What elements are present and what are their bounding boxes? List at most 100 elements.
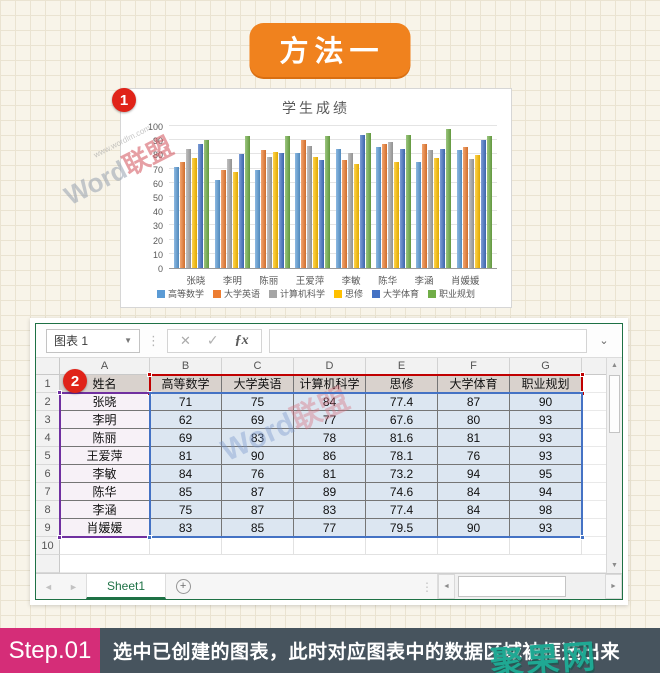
table-cell[interactable]: 76 xyxy=(438,447,510,465)
table-cell[interactable]: 69 xyxy=(222,411,294,429)
table-cell[interactable]: 87 xyxy=(222,483,294,501)
table-cell[interactable]: 81 xyxy=(150,447,222,465)
row-header-7[interactable]: 7 xyxy=(36,483,60,501)
row-header-1[interactable]: 1 xyxy=(36,375,60,393)
vertical-scroll-track[interactable] xyxy=(607,373,622,558)
row-header-2[interactable]: 2 xyxy=(36,393,60,411)
table-cell[interactable]: 75 xyxy=(222,393,294,411)
table-cell[interactable]: 78 xyxy=(294,429,366,447)
table-cell[interactable]: 76 xyxy=(222,465,294,483)
prev-sheet-icon[interactable]: ◄ xyxy=(44,581,53,592)
table-cell[interactable]: 大学体育 xyxy=(438,375,510,393)
table-cell[interactable]: 李明 xyxy=(60,411,150,429)
row-header-5[interactable]: 5 xyxy=(36,447,60,465)
table-cell[interactable]: 84 xyxy=(438,501,510,519)
row-header-3[interactable]: 3 xyxy=(36,411,60,429)
table-cell[interactable]: 74.6 xyxy=(366,483,438,501)
next-sheet-icon[interactable]: ► xyxy=(69,581,78,592)
enter-icon[interactable]: ✓ xyxy=(206,332,219,348)
table-cell[interactable]: 78.1 xyxy=(366,447,438,465)
name-box[interactable]: 图表 1 ▼ xyxy=(46,328,140,353)
table-cell[interactable]: 陈华 xyxy=(60,483,150,501)
table-cell[interactable]: 71 xyxy=(150,393,222,411)
table-cell[interactable]: 62 xyxy=(150,411,222,429)
name-box-dropdown-icon[interactable]: ▼ xyxy=(124,336,132,345)
column-header-a[interactable]: A xyxy=(60,358,150,375)
table-cell[interactable]: 93 xyxy=(510,411,582,429)
column-header-e[interactable]: E xyxy=(366,358,438,375)
table-cell[interactable] xyxy=(294,537,366,555)
table-cell[interactable]: 93 xyxy=(510,429,582,447)
table-cell[interactable]: 75 xyxy=(150,501,222,519)
table-cell[interactable]: 90 xyxy=(438,519,510,537)
table-cell[interactable]: 80 xyxy=(438,411,510,429)
table-cell[interactable]: 张晓 xyxy=(60,393,150,411)
table-cell[interactable] xyxy=(150,537,222,555)
table-cell[interactable]: 王爱萍 xyxy=(60,447,150,465)
table-cell[interactable]: 李敏 xyxy=(60,465,150,483)
scroll-down-icon[interactable]: ▼ xyxy=(611,562,618,569)
table-cell[interactable]: 90 xyxy=(510,393,582,411)
sheet-tab-sheet1[interactable]: Sheet1 xyxy=(86,574,167,599)
table-cell[interactable]: 93 xyxy=(510,447,582,465)
table-cell[interactable]: 95 xyxy=(510,465,582,483)
table-cell[interactable]: 67.6 xyxy=(366,411,438,429)
table-cell[interactable]: 思修 xyxy=(366,375,438,393)
chart-panel[interactable]: 学生成绩 0 10 20 30 40 50 60 70 80 90 100 张晓 李明 陈丽 王爱萍 李敏 陈… xyxy=(59,88,512,308)
row-header-4[interactable]: 4 xyxy=(36,429,60,447)
horizontal-scroll-thumb[interactable] xyxy=(458,576,566,597)
scroll-right-icon[interactable]: ► xyxy=(605,574,622,599)
formula-input[interactable] xyxy=(268,328,587,353)
horizontal-scroll-track[interactable] xyxy=(455,574,605,599)
table-cell[interactable]: 86 xyxy=(294,447,366,465)
formula-bar-expand-icon[interactable]: ⌄ xyxy=(599,335,609,347)
table-cell[interactable]: 李涵 xyxy=(60,501,150,519)
table-cell[interactable] xyxy=(60,537,150,555)
column-header-c[interactable]: C xyxy=(222,358,294,375)
table-cell[interactable]: 84 xyxy=(294,393,366,411)
row-header-10[interactable]: 10 xyxy=(36,537,60,555)
table-cell[interactable]: 77 xyxy=(294,519,366,537)
table-cell[interactable]: 84 xyxy=(438,483,510,501)
table-cell[interactable]: 77.4 xyxy=(366,393,438,411)
scroll-left-icon[interactable]: ◄ xyxy=(438,574,455,599)
table-cell[interactable]: 计算机科学 xyxy=(294,375,366,393)
table-cell[interactable] xyxy=(438,537,510,555)
vertical-scroll-thumb[interactable] xyxy=(609,375,620,433)
table-cell[interactable]: 87 xyxy=(438,393,510,411)
table-cell[interactable] xyxy=(222,537,294,555)
select-all-corner[interactable] xyxy=(36,358,60,375)
table-cell[interactable]: 93 xyxy=(510,519,582,537)
column-header-f[interactable]: F xyxy=(438,358,510,375)
table-cell[interactable]: 85 xyxy=(150,483,222,501)
row-header-8[interactable]: 8 xyxy=(36,501,60,519)
table-cell[interactable]: 79.5 xyxy=(366,519,438,537)
table-cell[interactable]: 94 xyxy=(510,483,582,501)
table-cell[interactable]: 84 xyxy=(150,465,222,483)
table-cell[interactable]: 89 xyxy=(294,483,366,501)
add-sheet-button[interactable]: + xyxy=(166,574,200,599)
table-cell[interactable]: 高等数学 xyxy=(150,375,222,393)
table-cell[interactable]: 94 xyxy=(438,465,510,483)
scroll-up-icon[interactable]: ▲ xyxy=(611,362,618,369)
row-header-6[interactable]: 6 xyxy=(36,465,60,483)
table-cell[interactable]: 81.6 xyxy=(366,429,438,447)
table-cell[interactable]: 陈丽 xyxy=(60,429,150,447)
table-cell[interactable]: 81 xyxy=(294,465,366,483)
table-cell[interactable]: 77 xyxy=(294,411,366,429)
horizontal-scrollbar[interactable]: ◄ ► xyxy=(437,574,622,599)
table-cell[interactable]: 81 xyxy=(438,429,510,447)
table-cell[interactable] xyxy=(510,537,582,555)
table-cell[interactable]: 73.2 xyxy=(366,465,438,483)
table-cell[interactable]: 98 xyxy=(510,501,582,519)
table-cell[interactable]: 83 xyxy=(150,519,222,537)
vertical-scrollbar[interactable]: ▲ ▼ xyxy=(606,358,622,573)
table-cell[interactable]: 77.4 xyxy=(366,501,438,519)
table-cell[interactable]: 69 xyxy=(150,429,222,447)
table-cell[interactable]: 83 xyxy=(294,501,366,519)
table-cell[interactable]: 肖媛媛 xyxy=(60,519,150,537)
table-cell[interactable]: 83 xyxy=(222,429,294,447)
table-cell[interactable]: 85 xyxy=(222,519,294,537)
column-header-g[interactable]: G xyxy=(510,358,582,375)
column-header-d[interactable]: D xyxy=(294,358,366,375)
